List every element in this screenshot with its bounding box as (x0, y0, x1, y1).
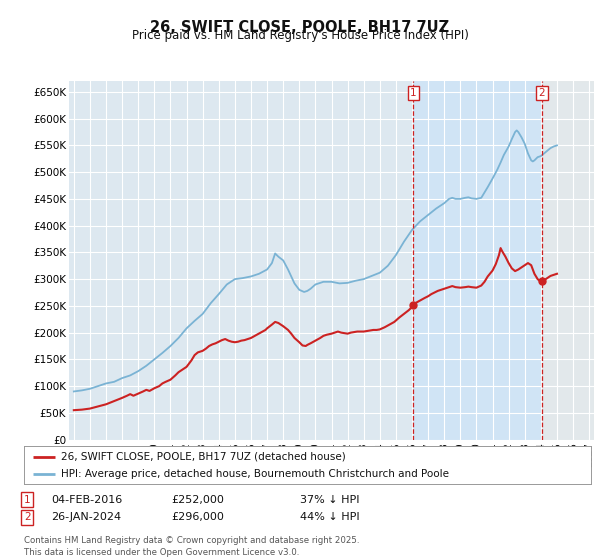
Text: 04-FEB-2016: 04-FEB-2016 (51, 494, 122, 505)
Text: Price paid vs. HM Land Registry's House Price Index (HPI): Price paid vs. HM Land Registry's House … (131, 29, 469, 42)
Text: £252,000: £252,000 (171, 494, 224, 505)
Text: 2: 2 (539, 88, 545, 98)
Bar (542, 81, 594, 440)
Text: 26, SWIFT CLOSE, POOLE, BH17 7UZ (detached house): 26, SWIFT CLOSE, POOLE, BH17 7UZ (detach… (61, 451, 346, 461)
Text: 37% ↓ HPI: 37% ↓ HPI (300, 494, 359, 505)
Text: 1: 1 (410, 88, 416, 98)
Text: 44% ↓ HPI: 44% ↓ HPI (300, 512, 359, 522)
Bar (413, 81, 542, 440)
Text: £296,000: £296,000 (171, 512, 224, 522)
Text: 26, SWIFT CLOSE, POOLE, BH17 7UZ: 26, SWIFT CLOSE, POOLE, BH17 7UZ (151, 20, 449, 35)
Text: HPI: Average price, detached house, Bournemouth Christchurch and Poole: HPI: Average price, detached house, Bour… (61, 469, 449, 479)
Text: 2: 2 (24, 512, 31, 522)
Text: Contains HM Land Registry data © Crown copyright and database right 2025.
This d: Contains HM Land Registry data © Crown c… (24, 536, 359, 557)
Text: 26-JAN-2024: 26-JAN-2024 (51, 512, 121, 522)
Text: 1: 1 (24, 494, 31, 505)
